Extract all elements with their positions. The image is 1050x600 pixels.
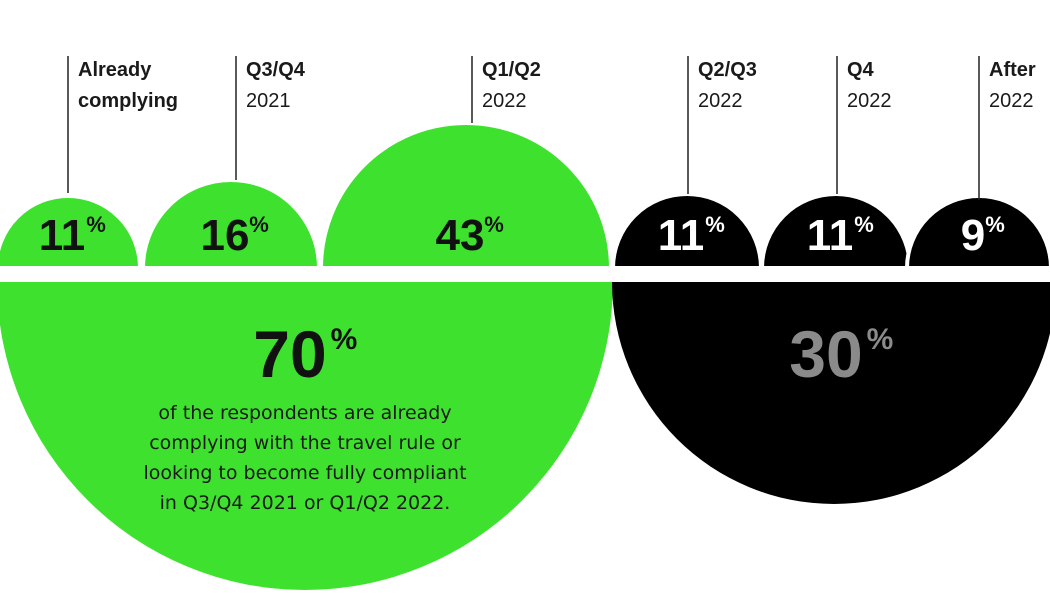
category-unit: % (484, 212, 504, 237)
category-unit: % (854, 212, 874, 237)
summary-line: in Q3/Q4 2021 or Q1/Q2 2022. (159, 492, 451, 514)
category-value: 9 (961, 211, 985, 260)
category-segment (318, 121, 614, 270)
category-title: Q4 (847, 59, 875, 81)
category-unit: % (985, 212, 1005, 237)
category-segment (0, 194, 143, 270)
category-segment (610, 192, 764, 270)
category-value: 11 (807, 211, 854, 260)
category-value: 11 (39, 211, 86, 260)
total-complying-segment (0, 282, 613, 590)
category-segment (759, 192, 913, 270)
summary-text: of the respondents are already complying… (120, 398, 490, 518)
category-unit: % (249, 212, 269, 237)
category-subtitle: complying (78, 90, 178, 112)
total-later-unit: % (867, 323, 894, 356)
category-title: Q2/Q3 (698, 59, 757, 81)
summary-line: of the respondents are already (158, 402, 452, 424)
category-subtitle: 2021 (246, 90, 291, 112)
total-later-value: 30 (789, 317, 862, 391)
category-subtitle: 2022 (989, 90, 1034, 112)
category-subtitle: 2022 (698, 90, 743, 112)
category-unit: % (705, 212, 725, 237)
category-title: Q1/Q2 (482, 59, 541, 81)
category-value: 43 (436, 211, 485, 260)
total-complying-value: 70 (253, 317, 326, 391)
category-subtitle: 2022 (482, 90, 527, 112)
category-value: 11 (658, 211, 705, 260)
category-title: Already (78, 59, 152, 81)
summary-line: looking to become fully compliant (143, 462, 467, 484)
summary-line: complying with the travel rule or (149, 432, 461, 454)
category-title: Q3/Q4 (246, 59, 306, 81)
category-segment (904, 194, 1050, 270)
category-unit: % (86, 212, 106, 237)
total-complying-unit: % (331, 323, 358, 356)
category-value: 16 (201, 211, 250, 260)
category-segment (140, 178, 322, 270)
category-subtitle: 2022 (847, 90, 892, 112)
total-later-segment (612, 282, 1050, 504)
category-title: After (989, 59, 1036, 81)
